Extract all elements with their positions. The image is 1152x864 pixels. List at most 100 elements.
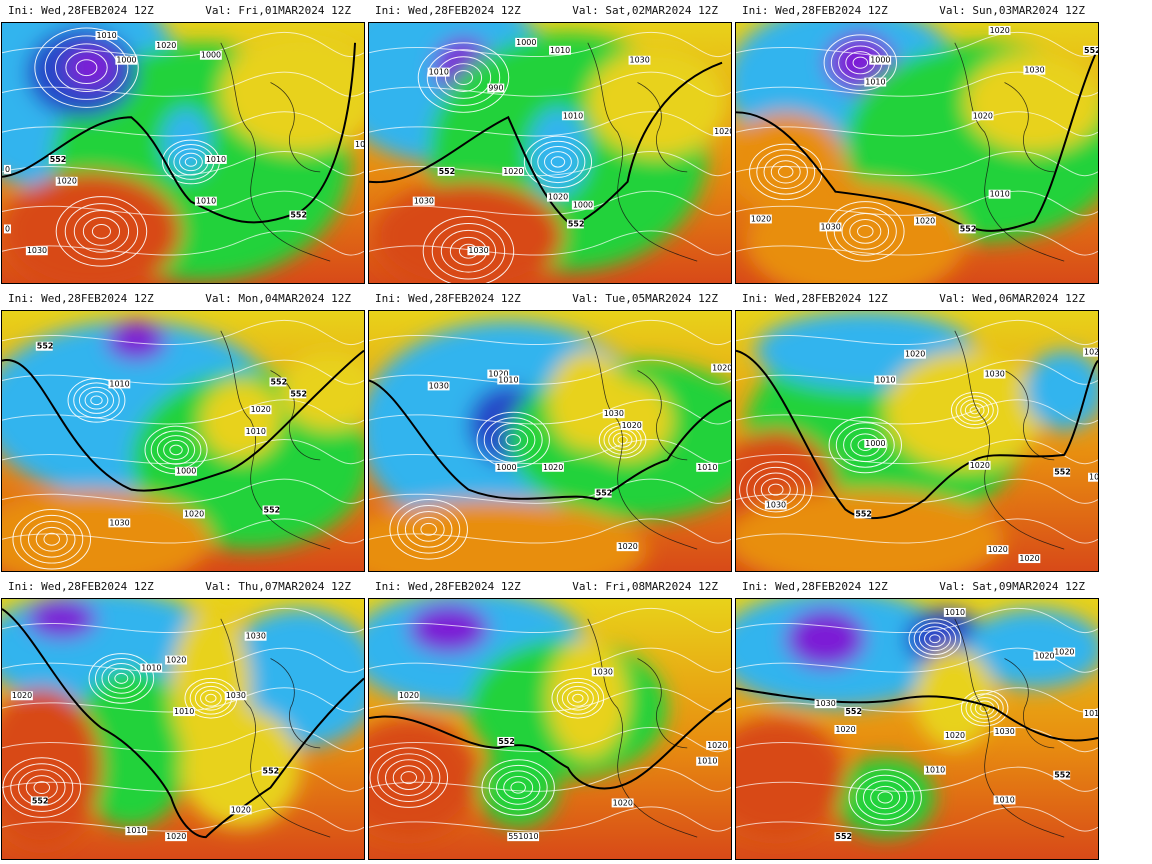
label-bg [1083, 45, 1098, 55]
forecast-panel-6: Ini: Wed,28FEB2024 12Z Val: Wed,06MAR202… [734, 288, 1101, 576]
contour-label: 1020 [970, 461, 990, 470]
isobar [369, 607, 731, 634]
contour-label: 552 [835, 832, 852, 841]
label-bg [3, 224, 11, 234]
isobar [369, 31, 731, 58]
contour-label: 1020 [988, 545, 1008, 554]
isobar [420, 522, 437, 536]
isobar [369, 399, 731, 425]
shading-blob [964, 608, 1098, 689]
contour-label: 1010 [196, 197, 216, 206]
contour-label: 1030 [429, 381, 449, 390]
contour-label: 552 [845, 707, 862, 716]
isobar [498, 428, 529, 452]
contour-label: 552 [855, 509, 872, 518]
contour-label: 552 [568, 219, 585, 228]
contour-label: 1020 [1054, 648, 1074, 657]
contour-label: 1020 [751, 214, 771, 223]
shading-blob [374, 181, 563, 283]
isobar [453, 70, 474, 86]
contour-label: 1010 [995, 795, 1015, 804]
contour-label: 1020 [166, 832, 186, 841]
isobar [55, 43, 119, 92]
isobar [90, 395, 103, 406]
label-bg [289, 389, 307, 399]
isobar [369, 319, 731, 346]
contour-label: 1010 [1084, 709, 1098, 718]
isobar [768, 483, 784, 496]
contour-label: 1020 [622, 421, 642, 430]
contour-label: 1020 [166, 656, 186, 665]
contour-label: 1020 [990, 26, 1010, 35]
isobar [179, 152, 203, 172]
contour-label: 1010 [697, 463, 717, 472]
shading-blob [200, 380, 281, 460]
pressure-map: 1020 1030 552 1020 1010 1020 551010 [368, 598, 732, 860]
contour-label: 552 [596, 489, 613, 498]
contour-label: 552 [263, 767, 280, 776]
contour-label: 1020 [714, 127, 731, 136]
isobar [572, 693, 584, 703]
isobar [78, 386, 115, 414]
init-time-label: Ini: Wed,28FEB2024 12Z [8, 580, 154, 593]
label-bg [1053, 467, 1071, 477]
contour-label: 1020 [184, 509, 204, 518]
contour-label: 1020 [231, 805, 251, 814]
label-bg [904, 349, 926, 359]
shading-blob [106, 320, 167, 361]
label-bg [108, 518, 131, 528]
isobar [34, 27, 139, 108]
label-bg [993, 727, 1016, 736]
isobar [736, 647, 1098, 673]
contour-label: 1000 [870, 56, 890, 65]
contour-label: 1020 [355, 140, 364, 149]
label-bg [1083, 709, 1098, 719]
contour-label: 1030 [246, 632, 266, 641]
contour-label: 1020 [12, 691, 32, 700]
label-bg [269, 377, 287, 387]
contour-label: 1020 [1019, 554, 1039, 563]
isobar [736, 31, 1098, 58]
isobar [10, 763, 74, 812]
isobar [2, 319, 364, 346]
contour-label: 552 [960, 224, 977, 233]
label-bg [427, 67, 450, 77]
isobar [739, 461, 813, 518]
label-bg [988, 25, 1011, 35]
label-bg [467, 246, 490, 256]
isobar [2, 687, 364, 713]
contour-label: 1020 [503, 167, 523, 176]
map-canvas: 1020 1030 1010 1020 1010 1030 552 1010 1020 1020 5… [2, 599, 364, 859]
isobar [369, 150, 731, 177]
valid-time-label: Val: Sat,09MAR2024 12Z [939, 580, 1085, 593]
isobar [848, 769, 922, 826]
contour-label: 990 [488, 83, 503, 92]
contour-label: 1020 [973, 111, 993, 120]
contour-label: 1030 [109, 518, 129, 527]
label-bg [764, 500, 787, 510]
isobar [918, 626, 951, 652]
isobar [389, 499, 468, 560]
isobar [184, 157, 198, 167]
isobar [369, 359, 731, 385]
isobar [65, 51, 108, 85]
isobar [488, 764, 548, 811]
isobar [369, 111, 731, 137]
pressure-map: 1010 1020 1030 552 1020 1010 1030 1010 1020 1010 5… [735, 598, 1099, 860]
init-time-label: Ini: Wed,28FEB2024 12Z [375, 292, 521, 305]
label-bg [397, 691, 420, 701]
label-bg [140, 663, 163, 673]
isobar [503, 775, 534, 800]
label-bg [620, 421, 643, 431]
isobar [101, 663, 142, 694]
isobar [369, 230, 731, 256]
geopotential-shading [736, 311, 1098, 571]
isobar [369, 766, 731, 792]
map-canvas: 1020 1030 552 1020 1010 1020 551010 [369, 599, 731, 859]
isobar [417, 42, 510, 113]
contour-label: 1030 [821, 222, 841, 231]
contour-label: 552 [37, 342, 54, 351]
isobar [2, 399, 364, 425]
contour-552 [2, 349, 364, 492]
shading-blob [66, 47, 117, 88]
